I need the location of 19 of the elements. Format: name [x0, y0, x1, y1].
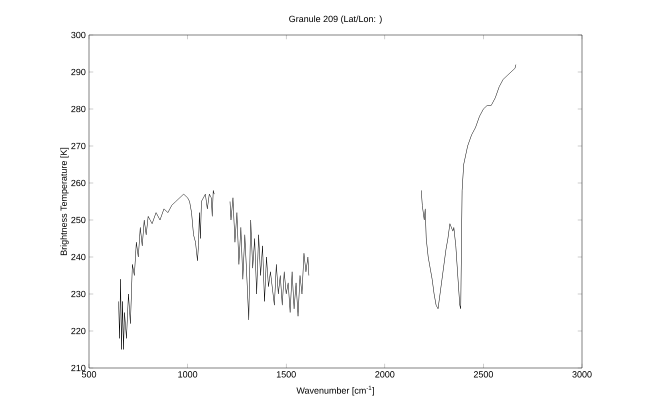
y-tick-label: 230 [71, 290, 86, 298]
y-tick-label: 270 [71, 142, 86, 150]
y-tick-label: 210 [71, 364, 86, 372]
y-tick-label: 300 [71, 32, 86, 38]
y-tick-label: 240 [71, 254, 86, 260]
x-tick-label: 500 [82, 371, 96, 378]
y-axis-title: Brightness Temperature [K] [60, 148, 69, 256]
x-tick-label: 3000 [572, 371, 592, 378]
y-tick-label: 280 [71, 106, 86, 112]
y-tick-label: 220 [71, 328, 86, 334]
x-tick-label: 2000 [375, 371, 394, 378]
chart-title: Granule 209 (Lat/Lon: ) [289, 15, 382, 24]
x-tick-label: 1500 [276, 371, 296, 378]
x-axis-title: Wavenumber [cm$^{-1}$] [296, 386, 374, 396]
x-tick-label: 1000 [178, 371, 198, 378]
x-tick-label: 2500 [474, 371, 494, 378]
y-tick-label: 250 [71, 216, 86, 224]
y-tick-label: 290 [71, 68, 86, 76]
y-tick-label: 260 [71, 180, 86, 186]
